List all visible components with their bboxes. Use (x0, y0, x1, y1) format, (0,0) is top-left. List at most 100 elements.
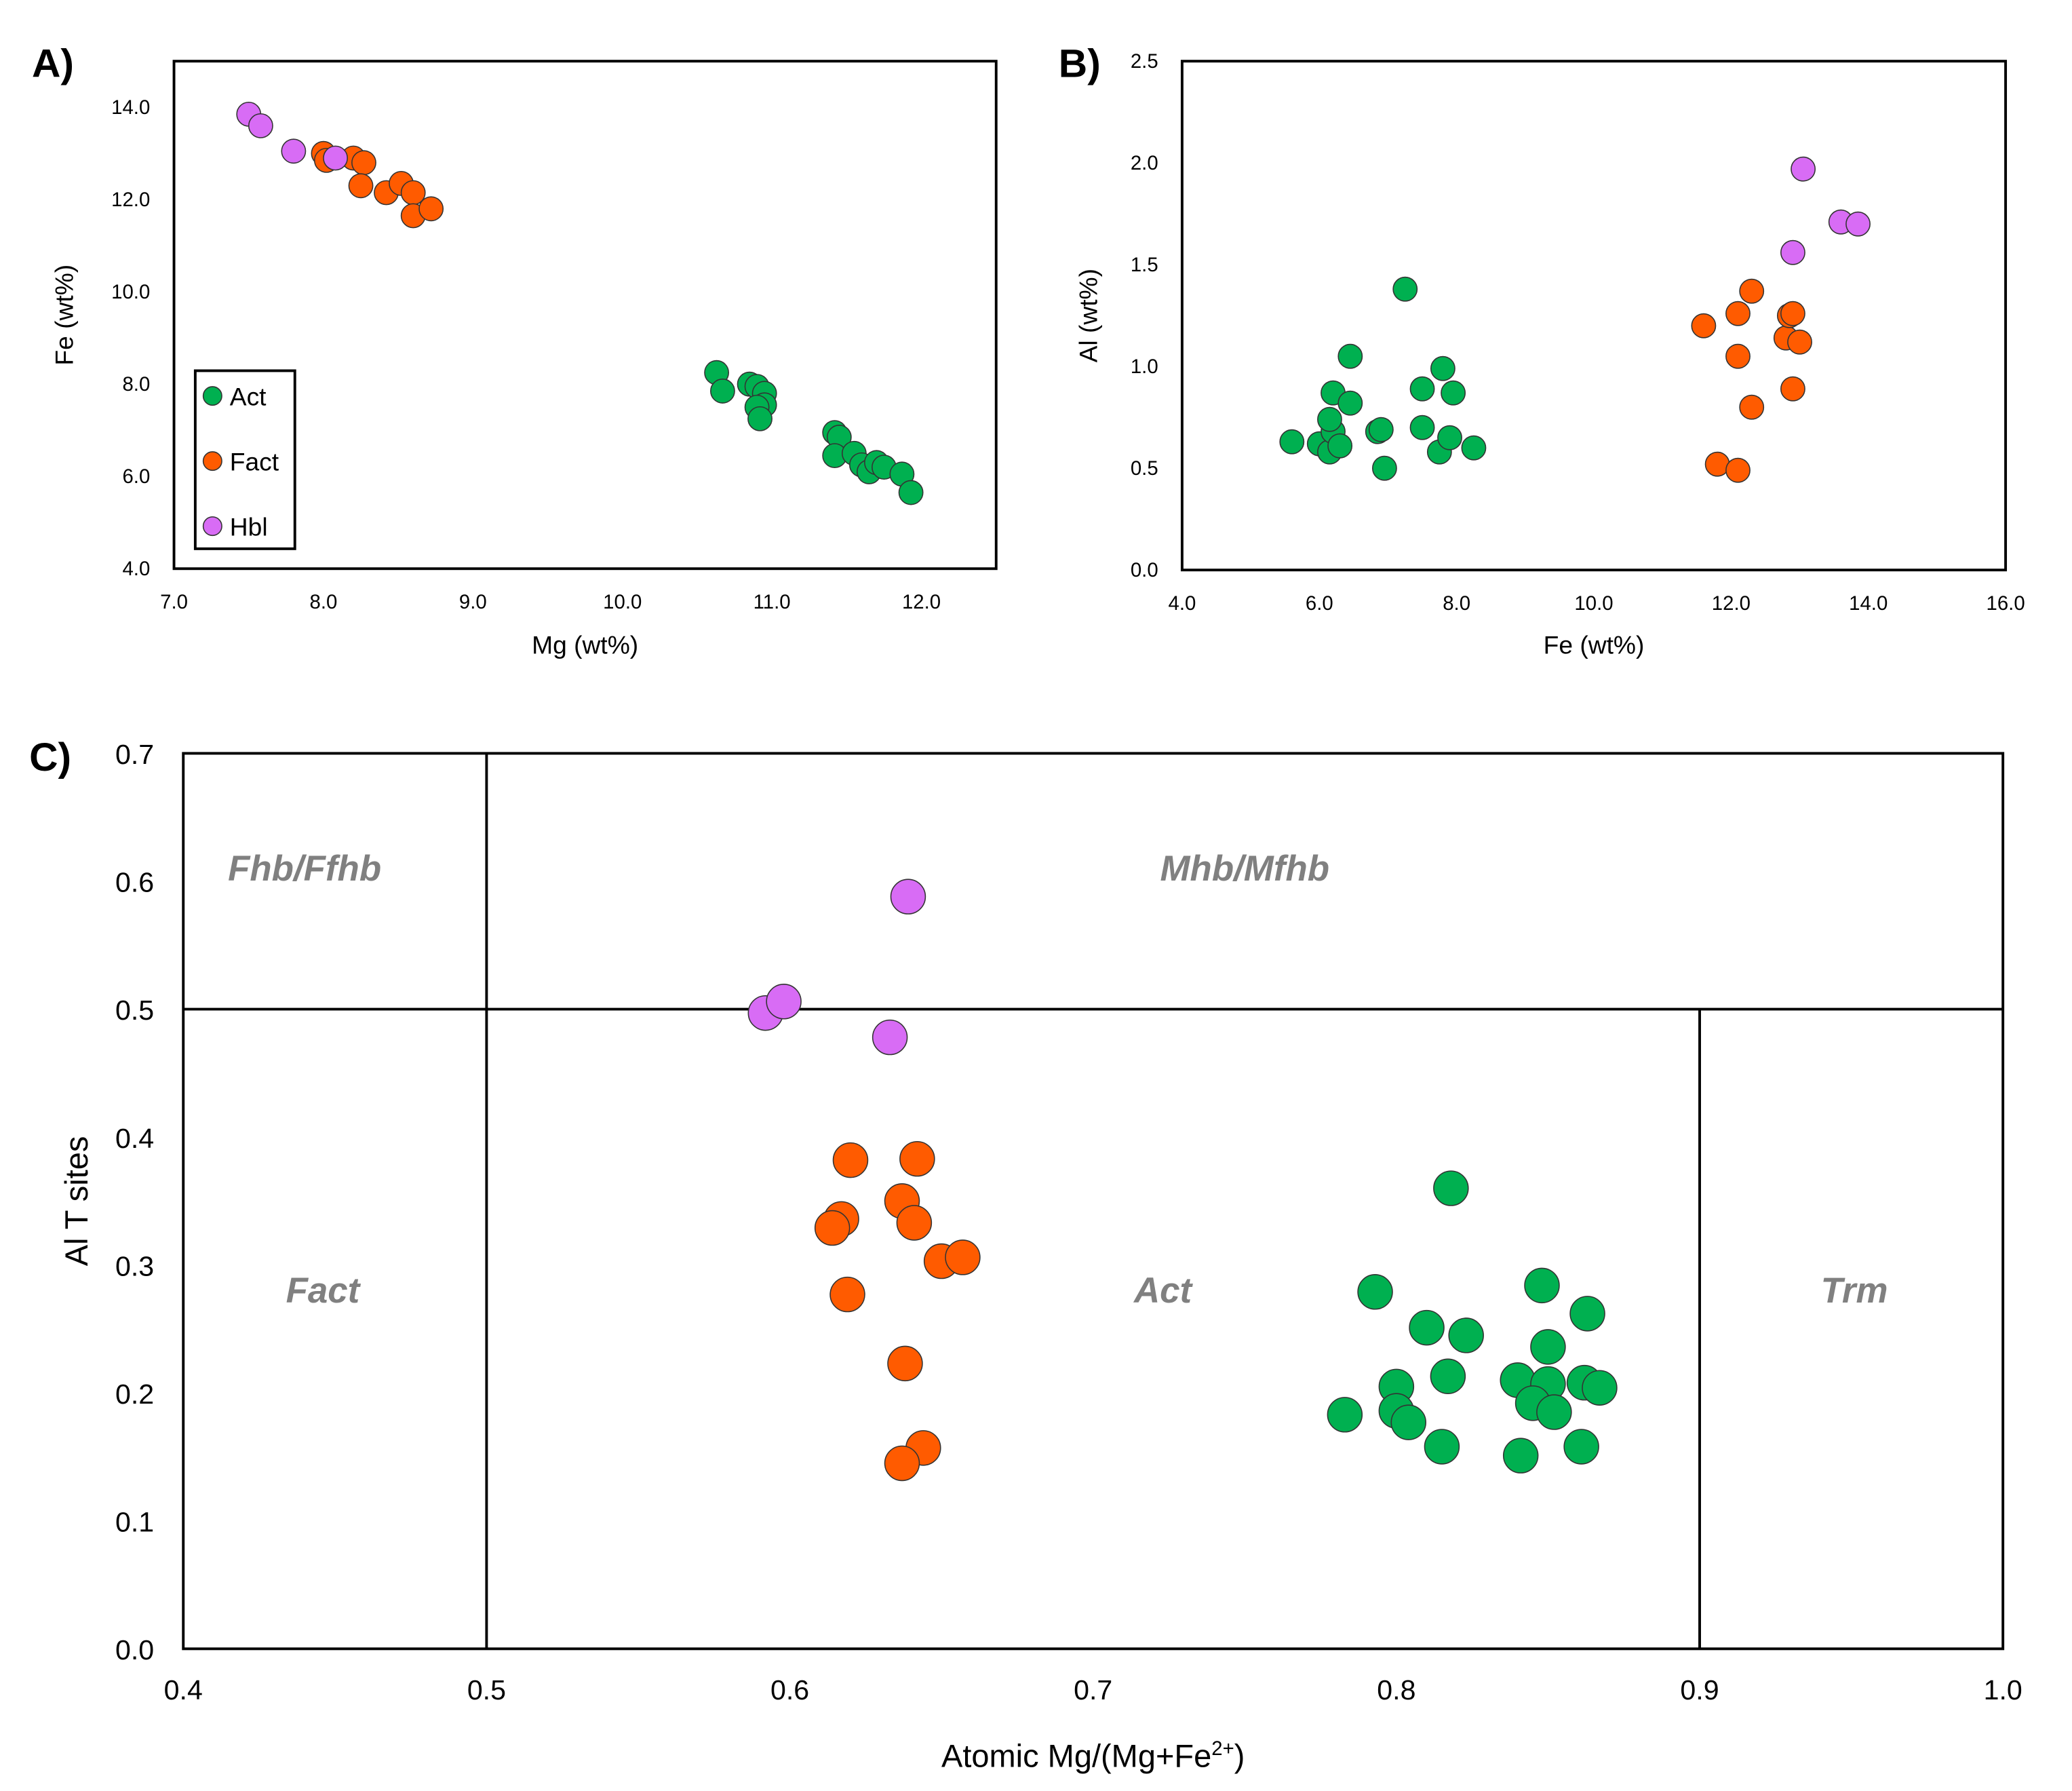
data-point-act (1524, 1267, 1560, 1304)
x-axis-label: Atomic Mg/(Mg+Fe2+) (941, 1737, 1245, 1774)
data-point-hbl (248, 113, 273, 138)
y-axis-label: Fe (wt%) (50, 265, 79, 366)
y-tick-label: 1.5 (1131, 254, 1158, 276)
y-tick-label: 2.5 (1131, 50, 1158, 73)
plot-frame (1180, 60, 2008, 572)
field-label: Trm (1821, 1271, 1888, 1311)
legend: Act Fact Hbl (193, 369, 296, 550)
data-point-fact (1691, 313, 1717, 339)
data-point-act (1390, 1404, 1426, 1440)
legend-label: Fact (230, 447, 279, 476)
legend-label: Hbl (230, 512, 268, 541)
x-tick-label: 0.4 (164, 1674, 203, 1706)
x-tick-label: 9.0 (459, 591, 487, 613)
field-label: Fact (286, 1271, 361, 1311)
x-tick-label: 4.0 (1169, 592, 1196, 615)
y-tick-label: 0.2 (115, 1379, 154, 1410)
data-point-act (1530, 1329, 1566, 1365)
data-point-act (1327, 433, 1353, 459)
series-act (1279, 276, 1487, 481)
data-point-fact (1787, 329, 1812, 355)
series-fact (1691, 278, 1812, 483)
data-point-fact (896, 1205, 933, 1241)
field-label: Fhb/Ffhb (228, 849, 381, 889)
y-tick-label: 0.0 (1131, 559, 1158, 581)
x-tick-label: 10.0 (1574, 592, 1613, 615)
panel-label: C) (29, 735, 71, 779)
data-point-act (1279, 429, 1305, 455)
y-tick-label: 0.6 (115, 867, 154, 898)
y-tick-label: 0.5 (1131, 457, 1158, 480)
x-tick-label: 0.8 (1377, 1674, 1415, 1706)
x-tick-label: 10.0 (603, 591, 642, 613)
data-point-fact (829, 1276, 865, 1313)
y-tick-label: 0.1 (115, 1506, 154, 1537)
legend-marker-act (202, 386, 222, 406)
y-tick-label: 0.3 (115, 1250, 154, 1282)
y-tick-label: 0.5 (115, 995, 154, 1026)
data-point-act (1448, 1317, 1484, 1353)
data-point-act (1409, 415, 1435, 440)
data-point-act (1536, 1394, 1572, 1430)
panel-b-chart: B) 4.0 6.0 8.0 10.0 12.0 14.0 16.0 0.0 0.5 1.0 1.5 2… (1059, 42, 2025, 659)
data-point-act (1582, 1370, 1618, 1406)
plot-frame (182, 752, 2005, 1651)
x-tick-label: 14.0 (1849, 592, 1888, 615)
data-point-fact (945, 1239, 981, 1275)
y-tick-label: 12.0 (111, 189, 150, 211)
data-point-hbl (1780, 239, 1805, 265)
x-tick-label: 11.0 (754, 591, 791, 613)
x-tick-label: 12.0 (902, 591, 941, 613)
y-axis-label: Al (wt%) (1074, 269, 1103, 362)
y-tick-label: 10.0 (111, 281, 150, 303)
y-tick-label: 0.0 (115, 1634, 154, 1665)
x-axis-label-text: Atomic Mg/(Mg+Fe (941, 1738, 1211, 1774)
y-tick-label: 2.0 (1131, 152, 1158, 174)
data-point-hbl (1845, 211, 1871, 237)
data-point-act (1392, 276, 1418, 302)
data-point-fact (418, 196, 444, 222)
x-tick-label: 8.0 (310, 591, 338, 613)
data-point-fact (351, 150, 376, 176)
data-point-act (1433, 1170, 1469, 1206)
data-point-fact (899, 1140, 935, 1177)
data-point-hbl (766, 984, 802, 1020)
data-point-act (1502, 1438, 1539, 1474)
y-tick-label: 0.7 (115, 739, 154, 770)
x-tick-label: 8.0 (1443, 592, 1470, 615)
series-act (704, 360, 924, 505)
data-point-hbl (1791, 156, 1816, 182)
data-point-act (1437, 425, 1462, 450)
x-tick-label: 0.9 (1680, 1674, 1719, 1706)
y-tick-label: 14.0 (111, 96, 150, 119)
x-axis-label-text: Fe (wt%) (1544, 631, 1645, 659)
y-tick-label: 8.0 (122, 373, 150, 396)
data-point-fact (884, 1445, 920, 1482)
data-point-fact (348, 173, 374, 199)
y-tick-label: 4.0 (122, 558, 150, 580)
panel-c-chart: C) 0.4 0.5 0.6 0.7 0.8 0.9 1.0 0.0 0.1 0.2 0.3 0.4 0.… (29, 735, 2022, 1774)
x-axis-label-end: ) (1234, 1738, 1245, 1774)
data-point-act (1409, 376, 1435, 402)
x-axis-label-superscript: 2+ (1211, 1737, 1234, 1760)
data-point-act (1368, 417, 1394, 442)
data-point-fact (832, 1142, 869, 1178)
data-point-hbl (323, 145, 348, 171)
data-point-fact (1725, 301, 1751, 326)
data-point-fact (1780, 301, 1805, 326)
x-tick-label: 0.6 (770, 1674, 809, 1706)
y-tick-label: 0.4 (115, 1123, 154, 1154)
data-point-hbl (872, 1019, 908, 1056)
x-axis-label: Mg (wt%) (532, 631, 638, 659)
plot-frame (172, 60, 998, 571)
series-fact (814, 1140, 981, 1482)
data-point-hbl (281, 138, 307, 164)
data-point-act (1569, 1296, 1605, 1332)
x-tick-label: 0.5 (467, 1674, 506, 1706)
data-point-fact (1725, 457, 1751, 483)
data-point-fact (1780, 376, 1805, 402)
data-point-act (747, 406, 773, 431)
x-tick-label: 1.0 (1984, 1674, 2022, 1706)
data-point-act (1337, 390, 1363, 416)
